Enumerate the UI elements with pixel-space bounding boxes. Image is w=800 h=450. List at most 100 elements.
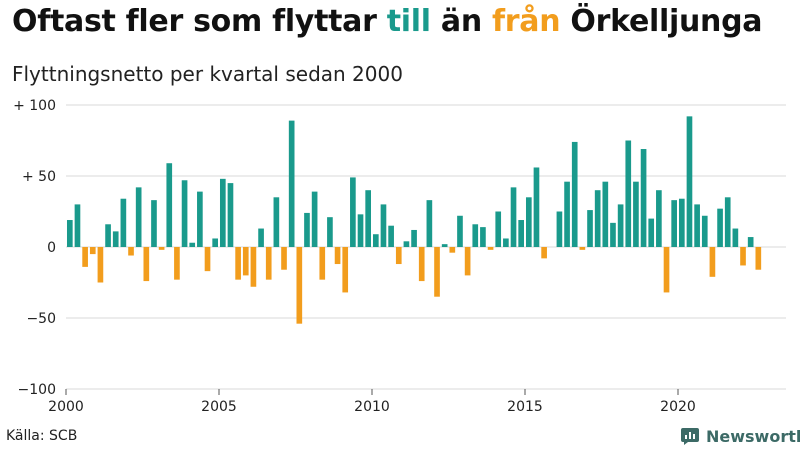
x-tick-label: 2010	[354, 399, 390, 415]
bar	[587, 210, 593, 247]
x-tick-label: 2005	[201, 399, 237, 415]
x-tick-label: 2015	[507, 399, 543, 415]
bar	[694, 204, 700, 247]
bar	[395, 247, 402, 265]
bar	[724, 197, 731, 247]
bar	[105, 224, 111, 247]
bar	[525, 197, 532, 247]
bar	[701, 215, 708, 247]
bar	[633, 181, 639, 247]
bar	[265, 247, 272, 280]
bar	[656, 190, 662, 247]
bar	[533, 167, 540, 247]
bar	[579, 247, 586, 250]
y-tick-label: 0	[47, 240, 56, 256]
x-tick-label: 2020	[660, 399, 696, 415]
bar	[120, 198, 127, 247]
y-tick-label: −100	[18, 382, 56, 398]
bar	[640, 149, 647, 247]
bar	[166, 163, 173, 247]
bar	[66, 220, 73, 247]
bar	[135, 187, 142, 247]
bar	[740, 247, 746, 266]
bar	[112, 231, 119, 247]
bar	[678, 198, 685, 247]
bar	[273, 197, 280, 247]
title-part-1: Oftast fler som flyttar	[12, 4, 387, 39]
bar	[411, 229, 417, 247]
bar	[204, 247, 211, 272]
bar	[174, 247, 180, 280]
bar	[319, 247, 326, 280]
bar	[128, 247, 134, 256]
bar	[426, 200, 433, 247]
bar	[464, 247, 471, 276]
bar	[510, 187, 517, 247]
bar	[97, 247, 104, 283]
bar	[334, 247, 341, 265]
bar	[686, 116, 693, 247]
bar	[403, 241, 410, 247]
bar	[556, 211, 563, 247]
bar	[235, 247, 241, 280]
bar	[449, 247, 456, 253]
bar	[372, 234, 379, 247]
bar	[732, 228, 739, 247]
chart-title: Oftast fler som flyttar till än från Örk…	[12, 4, 763, 39]
bar	[74, 204, 81, 247]
bar	[242, 247, 249, 276]
bar	[311, 191, 318, 247]
bar	[495, 211, 502, 247]
bar	[594, 190, 601, 247]
bar	[617, 204, 624, 247]
brand-logo: Newsworthy	[680, 426, 800, 446]
bar	[357, 214, 364, 247]
bar	[518, 220, 524, 247]
bar	[258, 228, 264, 247]
bar	[89, 247, 96, 255]
bar	[365, 190, 371, 247]
bar	[181, 180, 188, 247]
bar	[342, 247, 349, 293]
bar	[441, 244, 448, 247]
chart-subtitle: Flyttningsnetto per kvartal sedan 2000	[12, 62, 403, 86]
bar	[602, 181, 609, 247]
title-out-word: från	[492, 4, 561, 39]
bar	[296, 247, 303, 324]
bar	[472, 224, 479, 247]
bar	[564, 181, 570, 247]
y-tick-label: −50	[26, 311, 56, 327]
bar	[143, 247, 150, 282]
y-tick-label: + 100	[13, 98, 56, 114]
bar	[212, 238, 218, 247]
bar	[418, 247, 425, 282]
x-tick-label: 2000	[48, 399, 84, 415]
bar	[717, 208, 723, 247]
bar	[671, 200, 677, 247]
bar	[755, 247, 762, 270]
bar	[380, 204, 387, 247]
source-label: Källa: SCB	[6, 428, 78, 444]
bar	[663, 247, 670, 293]
bar	[434, 247, 440, 297]
bar	[350, 177, 356, 247]
bar	[480, 227, 486, 247]
bar	[625, 140, 632, 247]
bar	[288, 120, 295, 247]
bar	[487, 247, 494, 250]
bar	[250, 247, 257, 287]
chart-bubble-icon	[681, 428, 699, 445]
bar	[648, 218, 655, 247]
bar	[158, 247, 165, 250]
bar	[227, 183, 234, 247]
bar	[219, 178, 226, 247]
bar	[281, 247, 287, 270]
bar	[610, 222, 616, 247]
bar	[388, 225, 394, 247]
bar	[571, 141, 578, 247]
bar	[709, 247, 716, 277]
bar	[304, 212, 310, 247]
bar	[503, 238, 509, 247]
brand-name: Newsworthy	[706, 426, 800, 446]
